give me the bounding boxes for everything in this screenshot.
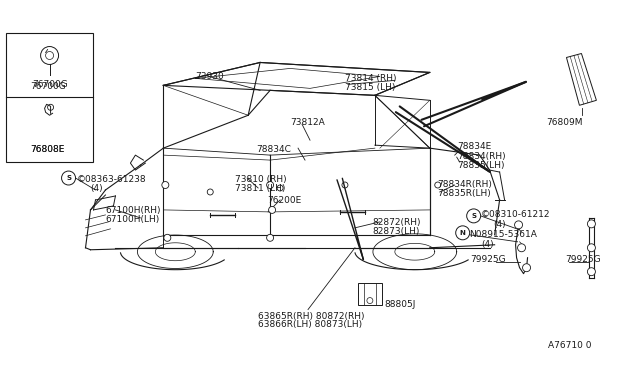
Text: 88805J: 88805J: [385, 299, 416, 309]
Circle shape: [456, 226, 470, 240]
Text: 73812A: 73812A: [290, 118, 325, 127]
Text: 73815 (LH): 73815 (LH): [345, 83, 396, 92]
Text: 76809M: 76809M: [546, 118, 582, 127]
Text: 76808E: 76808E: [31, 145, 65, 154]
Circle shape: [588, 268, 595, 276]
Text: 78835(LH): 78835(LH): [458, 161, 505, 170]
Text: N08915-5361A: N08915-5361A: [468, 230, 536, 239]
Text: 76808E: 76808E: [31, 145, 65, 154]
Text: (4): (4): [493, 220, 506, 229]
Text: (4): (4): [90, 184, 103, 193]
Circle shape: [164, 234, 171, 241]
Circle shape: [269, 206, 276, 214]
Circle shape: [342, 182, 348, 188]
Text: 76700G: 76700G: [33, 80, 68, 89]
Text: 82873(LH): 82873(LH): [372, 227, 419, 236]
Text: 67100H(RH): 67100H(RH): [106, 206, 161, 215]
Text: 78834E: 78834E: [458, 142, 492, 151]
Text: 78834(RH): 78834(RH): [458, 152, 506, 161]
Circle shape: [207, 189, 213, 195]
Text: 78834C: 78834C: [256, 145, 291, 154]
Circle shape: [277, 185, 283, 191]
Text: 63865R(RH) 80872(RH): 63865R(RH) 80872(RH): [258, 311, 365, 321]
Text: 73814 (RH): 73814 (RH): [345, 74, 396, 83]
Text: 78835R(LH): 78835R(LH): [436, 189, 490, 198]
Text: ©08310-61212: ©08310-61212: [481, 210, 550, 219]
Text: 76700G: 76700G: [31, 82, 67, 92]
Text: 73930: 73930: [195, 73, 224, 81]
Circle shape: [467, 209, 481, 223]
Circle shape: [162, 182, 169, 189]
Circle shape: [267, 182, 274, 189]
Circle shape: [367, 298, 373, 304]
Circle shape: [61, 171, 76, 185]
Text: A76710 0: A76710 0: [547, 341, 591, 350]
Text: S: S: [66, 175, 71, 181]
Circle shape: [435, 182, 441, 188]
Circle shape: [515, 221, 522, 229]
Circle shape: [588, 220, 595, 228]
Circle shape: [588, 244, 595, 252]
Text: 78834R(RH): 78834R(RH): [436, 180, 492, 189]
Text: 67100H(LH): 67100H(LH): [106, 215, 160, 224]
Text: 76200E: 76200E: [267, 196, 301, 205]
Circle shape: [267, 234, 274, 241]
Bar: [358, 283, 382, 305]
Text: S: S: [471, 213, 476, 219]
Text: 73811 (LH): 73811 (LH): [235, 184, 285, 193]
Text: 79925G: 79925G: [470, 255, 506, 264]
Text: 79925G: 79925G: [566, 255, 601, 264]
Text: (4): (4): [482, 240, 494, 249]
Bar: [6, 33, 93, 162]
Text: N: N: [460, 230, 466, 236]
Text: 82872(RH): 82872(RH): [372, 218, 420, 227]
Text: 73810 (RH): 73810 (RH): [235, 175, 287, 184]
Circle shape: [518, 244, 525, 252]
Circle shape: [522, 264, 531, 272]
Text: ©08363-61238: ©08363-61238: [77, 175, 146, 184]
Text: 63866R(LH) 80873(LH): 63866R(LH) 80873(LH): [258, 321, 362, 330]
